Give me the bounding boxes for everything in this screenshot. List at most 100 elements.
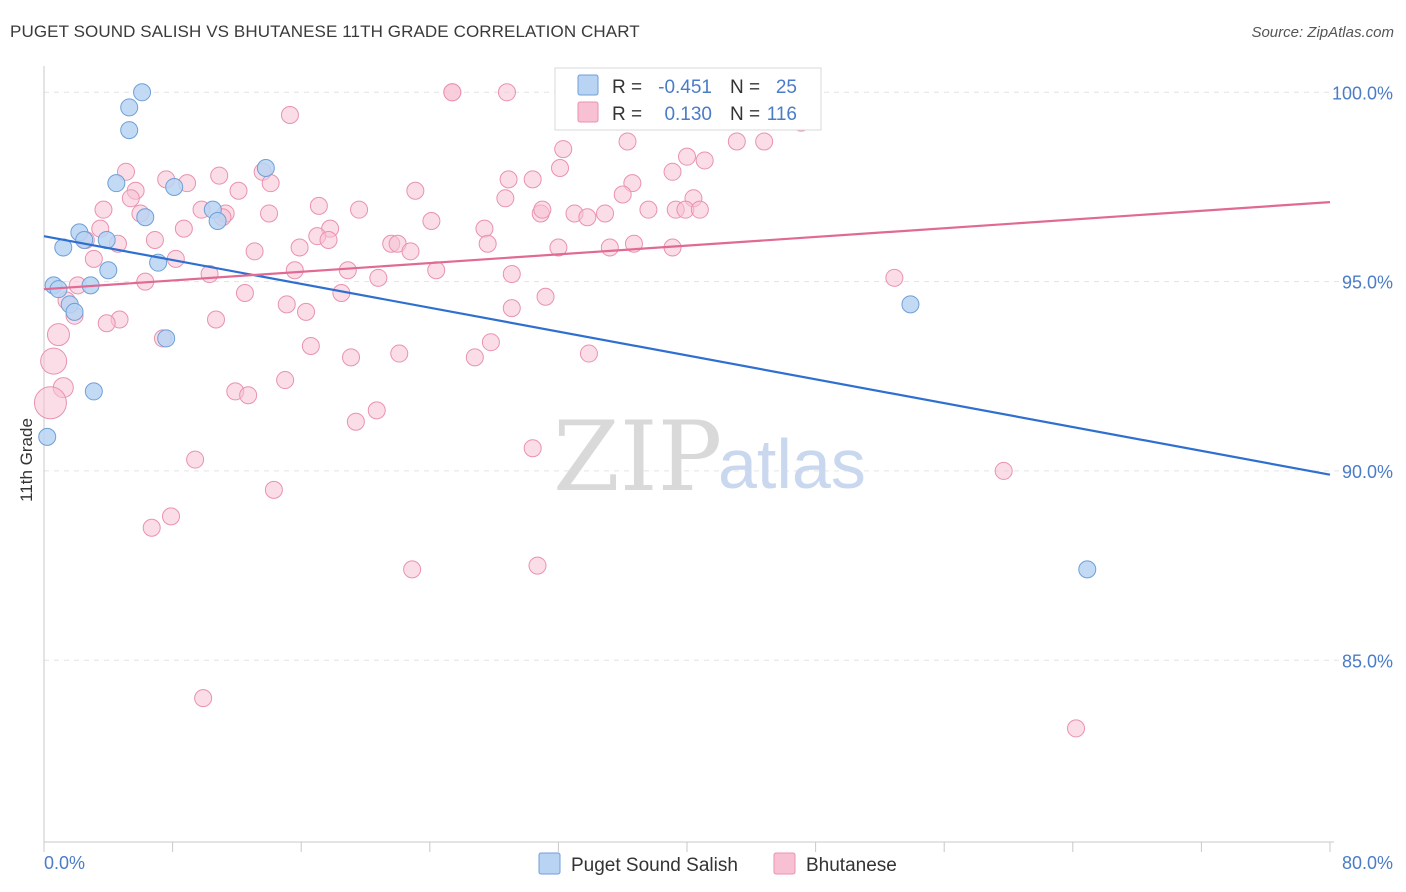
bhutanese-point-98 xyxy=(40,347,68,375)
bottom-legend-label-puget[interactable]: Puget Sound Salish xyxy=(571,855,738,876)
bhutanese-point-95 xyxy=(342,348,361,367)
bhutanese-point-27 xyxy=(406,181,425,200)
legend-n-value-2: 116 xyxy=(767,104,797,125)
bhutanese-trend-line xyxy=(43,200,1331,291)
bhutanese-point-66 xyxy=(401,242,420,261)
bhutanese-point-93 xyxy=(481,333,500,352)
bhutanese-point-11 xyxy=(755,132,774,151)
bottom-legend-swatch-blue[interactable] xyxy=(538,852,561,875)
bhutanese-point-94 xyxy=(390,344,409,363)
bhutanese-point-90 xyxy=(46,323,70,347)
bhutanese-point-13 xyxy=(695,151,714,170)
bhutanese-point-71 xyxy=(338,261,357,280)
bhutanese-point-32 xyxy=(94,200,113,219)
bhutanese-point-61 xyxy=(549,238,568,257)
bhutanese-point-28 xyxy=(496,189,515,208)
x-tick-label-0: 0.0% xyxy=(44,853,85,873)
bhutanese-point-72 xyxy=(427,261,446,280)
y-tick-label-3: 85.0% xyxy=(1342,651,1393,671)
puget-point-23 xyxy=(901,295,920,314)
bhutanese-point-17 xyxy=(210,166,229,185)
y-tick-label-0: 100.0% xyxy=(1332,83,1393,103)
puget-point-5 xyxy=(165,177,184,196)
bhutanese-point-48 xyxy=(422,212,441,231)
bhutanese-point-96 xyxy=(465,348,484,367)
bhutanese-point-41 xyxy=(639,200,658,219)
bhutanese-point-75 xyxy=(369,268,388,287)
bhutanese-point-84 xyxy=(297,302,316,321)
bottom-legend-label-bhutanese[interactable]: Bhutanese xyxy=(806,855,897,876)
bhutanese-point-7 xyxy=(554,140,573,159)
bhutanese-point-9 xyxy=(618,132,637,151)
puget-point-1 xyxy=(120,98,139,117)
bhutanese-point-23 xyxy=(261,174,280,193)
bhutanese-point-70 xyxy=(285,261,304,280)
y-tick-label-1: 95.0% xyxy=(1342,273,1393,293)
bhutanese-point-104 xyxy=(367,401,386,420)
bhutanese-point-40 xyxy=(596,204,615,223)
bhutanese-point-79 xyxy=(235,283,254,302)
bhutanese-point-103 xyxy=(33,386,67,420)
bhutanese-point-111 xyxy=(142,518,161,537)
axes xyxy=(43,66,1334,852)
bhutanese-point-83 xyxy=(277,295,296,314)
bhutanese-point-8 xyxy=(551,159,570,178)
legend-n-value-1: 25 xyxy=(776,77,797,98)
bhutanese-point-20 xyxy=(523,170,542,189)
bhutanese-point-89 xyxy=(97,314,116,333)
chart-source: Source: ZipAtlas.com xyxy=(1251,24,1394,41)
legend-box: R = -0.451 N = 25 R = 0.130 N = 116 xyxy=(554,67,822,131)
bhutanese-point-44 xyxy=(690,200,709,219)
bhutanese-point-38 xyxy=(533,200,552,219)
bhutanese-point-112 xyxy=(403,560,422,579)
bhutanese-point-73 xyxy=(502,265,521,284)
chart-title: PUGET SOUND SALISH VS BHUTANESE 11TH GRA… xyxy=(10,22,640,41)
puget-point-22 xyxy=(38,427,57,446)
legend-r-value-2: 0.130 xyxy=(664,104,712,125)
puget-point-11 xyxy=(75,230,94,249)
puget-point-8 xyxy=(208,212,227,231)
bhutanese-point-81 xyxy=(536,287,555,306)
bhutanese-point-10 xyxy=(727,132,746,151)
bhutanese-point-102 xyxy=(239,386,258,405)
gridlines xyxy=(44,91,1350,661)
bhutanese-point-1 xyxy=(443,83,462,102)
bhutanese-point-99 xyxy=(276,371,295,390)
puget-trend-line xyxy=(43,235,1331,476)
bhutanese-point-92 xyxy=(301,336,320,355)
bottom-legend-swatch-pink[interactable] xyxy=(773,852,796,875)
bhutanese-point-22 xyxy=(613,185,632,204)
trend-lines xyxy=(43,200,1331,476)
puget-point-24 xyxy=(1078,560,1097,579)
bhutanese-point-97 xyxy=(579,344,598,363)
bhutanese-point-85 xyxy=(502,299,521,318)
bhutanese-point-114 xyxy=(194,689,213,708)
bhutanese-point-49 xyxy=(174,219,193,238)
legend-r-label-1: R = xyxy=(612,77,642,98)
bhutanese-point-115 xyxy=(1067,719,1086,738)
legend-swatch-blue xyxy=(577,74,599,96)
legend-r-label-2: R = xyxy=(612,104,642,125)
bhutanese-point-26 xyxy=(229,181,248,200)
puget-point-4 xyxy=(107,174,126,193)
puget-point-14 xyxy=(99,261,118,280)
bhutanese-point-12 xyxy=(678,147,696,166)
legend-n-label-2: N = xyxy=(730,104,760,125)
bhutanese-point-77 xyxy=(885,268,904,287)
legend-swatch-pink xyxy=(577,101,599,123)
legend-r-value-1: -0.451 xyxy=(658,77,712,98)
bhutanese-point-2 xyxy=(497,83,516,102)
bhutanese-point-31 xyxy=(121,189,140,208)
legend-n-label-1: N = xyxy=(730,77,760,98)
bhutanese-point-109 xyxy=(264,480,283,499)
bhutanese-point-62 xyxy=(600,238,619,257)
bhutanese-point-105 xyxy=(346,412,365,431)
x-tick-label-1: 80.0% xyxy=(1342,853,1393,873)
bottom-legend: Puget Sound Salish Bhutanese xyxy=(538,852,897,876)
bhutanese-point-21 xyxy=(499,170,518,189)
bhutanese-point-65 xyxy=(245,242,264,261)
bhutanese-point-57 xyxy=(319,230,338,249)
legend-frame xyxy=(554,67,822,131)
bhutanese-point-30 xyxy=(309,196,328,215)
